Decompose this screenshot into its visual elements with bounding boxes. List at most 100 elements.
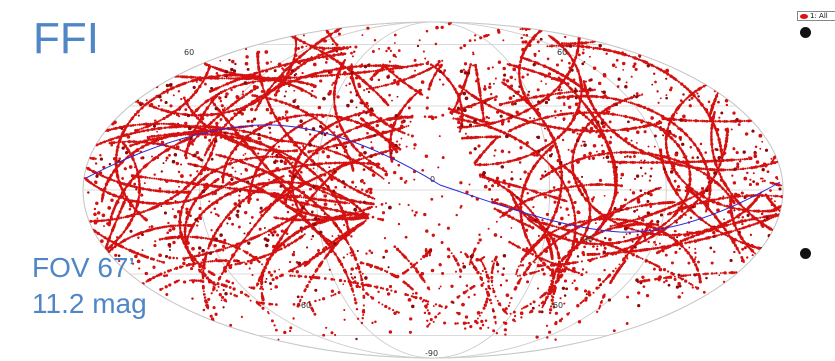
observation-point bbox=[490, 271, 494, 274]
observation-point bbox=[617, 151, 620, 154]
observation-point bbox=[163, 202, 166, 205]
observation-point bbox=[144, 126, 147, 129]
observation-point bbox=[735, 158, 738, 161]
observation-point bbox=[318, 298, 321, 301]
observation-point bbox=[631, 253, 635, 257]
observation-point bbox=[352, 169, 355, 172]
observation-point bbox=[255, 94, 259, 98]
observation-point bbox=[591, 154, 594, 157]
observation-point bbox=[499, 235, 503, 239]
observation-point bbox=[351, 55, 354, 58]
observation-point bbox=[248, 253, 252, 257]
observation-point bbox=[748, 218, 751, 222]
observation-point bbox=[728, 168, 732, 172]
observation-point bbox=[354, 45, 358, 49]
observation-point bbox=[174, 224, 177, 227]
observation-point bbox=[647, 247, 651, 251]
observation-point bbox=[159, 134, 162, 137]
observation-point bbox=[642, 193, 645, 196]
observation-point bbox=[459, 181, 463, 185]
observation-point bbox=[600, 183, 604, 186]
observation-point bbox=[545, 191, 548, 194]
observation-point bbox=[381, 218, 385, 222]
observation-point bbox=[591, 40, 594, 44]
observation-point bbox=[692, 195, 695, 198]
observation-point bbox=[319, 53, 322, 57]
observation-point bbox=[493, 315, 497, 319]
observation-point bbox=[181, 149, 184, 152]
observation-point bbox=[416, 270, 420, 274]
observation-point bbox=[158, 238, 162, 241]
observation-point bbox=[393, 245, 397, 249]
observation-point bbox=[729, 230, 733, 233]
observation-point bbox=[260, 285, 263, 289]
observation-point bbox=[397, 222, 401, 226]
observation-point bbox=[696, 119, 700, 123]
observation-point bbox=[551, 224, 554, 228]
observation-point bbox=[105, 219, 108, 222]
observation-point bbox=[585, 183, 588, 187]
observation-point bbox=[119, 216, 123, 220]
observation-point bbox=[476, 124, 479, 128]
observation-point bbox=[503, 328, 508, 332]
observation-point bbox=[493, 207, 497, 210]
observation-point bbox=[490, 281, 494, 284]
observation-point bbox=[637, 256, 640, 259]
observation-point bbox=[626, 151, 629, 154]
observation-point bbox=[279, 217, 282, 220]
observation-point bbox=[522, 306, 525, 309]
observation-point bbox=[235, 294, 238, 298]
observation-point bbox=[609, 112, 612, 116]
observation-point bbox=[379, 217, 382, 221]
observation-point bbox=[185, 81, 188, 84]
observation-point bbox=[541, 268, 545, 272]
observation-point bbox=[204, 237, 207, 240]
observation-point bbox=[671, 233, 674, 237]
observation-point bbox=[495, 332, 499, 335]
observation-point bbox=[330, 331, 334, 335]
observation-point bbox=[242, 129, 246, 133]
observation-point bbox=[555, 225, 558, 228]
observation-point bbox=[603, 254, 607, 258]
observation-point bbox=[332, 294, 335, 297]
observation-point bbox=[767, 163, 770, 166]
observation-point bbox=[715, 272, 718, 275]
observation-point bbox=[247, 185, 250, 188]
observation-point bbox=[640, 204, 644, 208]
observation-point bbox=[528, 108, 531, 111]
observation-point bbox=[452, 254, 455, 258]
observation-point bbox=[569, 229, 573, 233]
observation-point bbox=[484, 270, 488, 274]
observation-point bbox=[217, 285, 220, 288]
observation-point bbox=[671, 272, 675, 276]
observation-point bbox=[249, 81, 253, 84]
observation-point bbox=[269, 273, 273, 277]
observation-point bbox=[236, 129, 239, 132]
observation-point bbox=[178, 200, 182, 204]
observation-point bbox=[321, 297, 326, 301]
observation-point bbox=[529, 302, 532, 306]
observation-point bbox=[233, 128, 237, 131]
observation-point bbox=[550, 261, 553, 264]
observation-point bbox=[641, 257, 644, 260]
observation-point bbox=[330, 294, 333, 297]
observation-point bbox=[227, 280, 231, 284]
observation-point bbox=[490, 179, 493, 182]
observation-point bbox=[598, 111, 602, 115]
observation-point bbox=[650, 160, 655, 165]
observation-point bbox=[528, 189, 531, 191]
observation-point bbox=[635, 151, 638, 154]
observation-point bbox=[741, 120, 744, 123]
observation-point bbox=[640, 161, 643, 164]
observation-point bbox=[485, 163, 488, 166]
observation-point bbox=[298, 108, 301, 111]
observation-point bbox=[506, 182, 509, 185]
observation-point bbox=[489, 163, 492, 166]
observation-point bbox=[491, 162, 495, 166]
observation-point bbox=[481, 279, 483, 282]
observation-point bbox=[705, 119, 709, 123]
observation-point bbox=[307, 211, 310, 214]
observation-point bbox=[145, 201, 149, 205]
observation-point bbox=[267, 270, 271, 274]
observation-point bbox=[652, 153, 655, 156]
